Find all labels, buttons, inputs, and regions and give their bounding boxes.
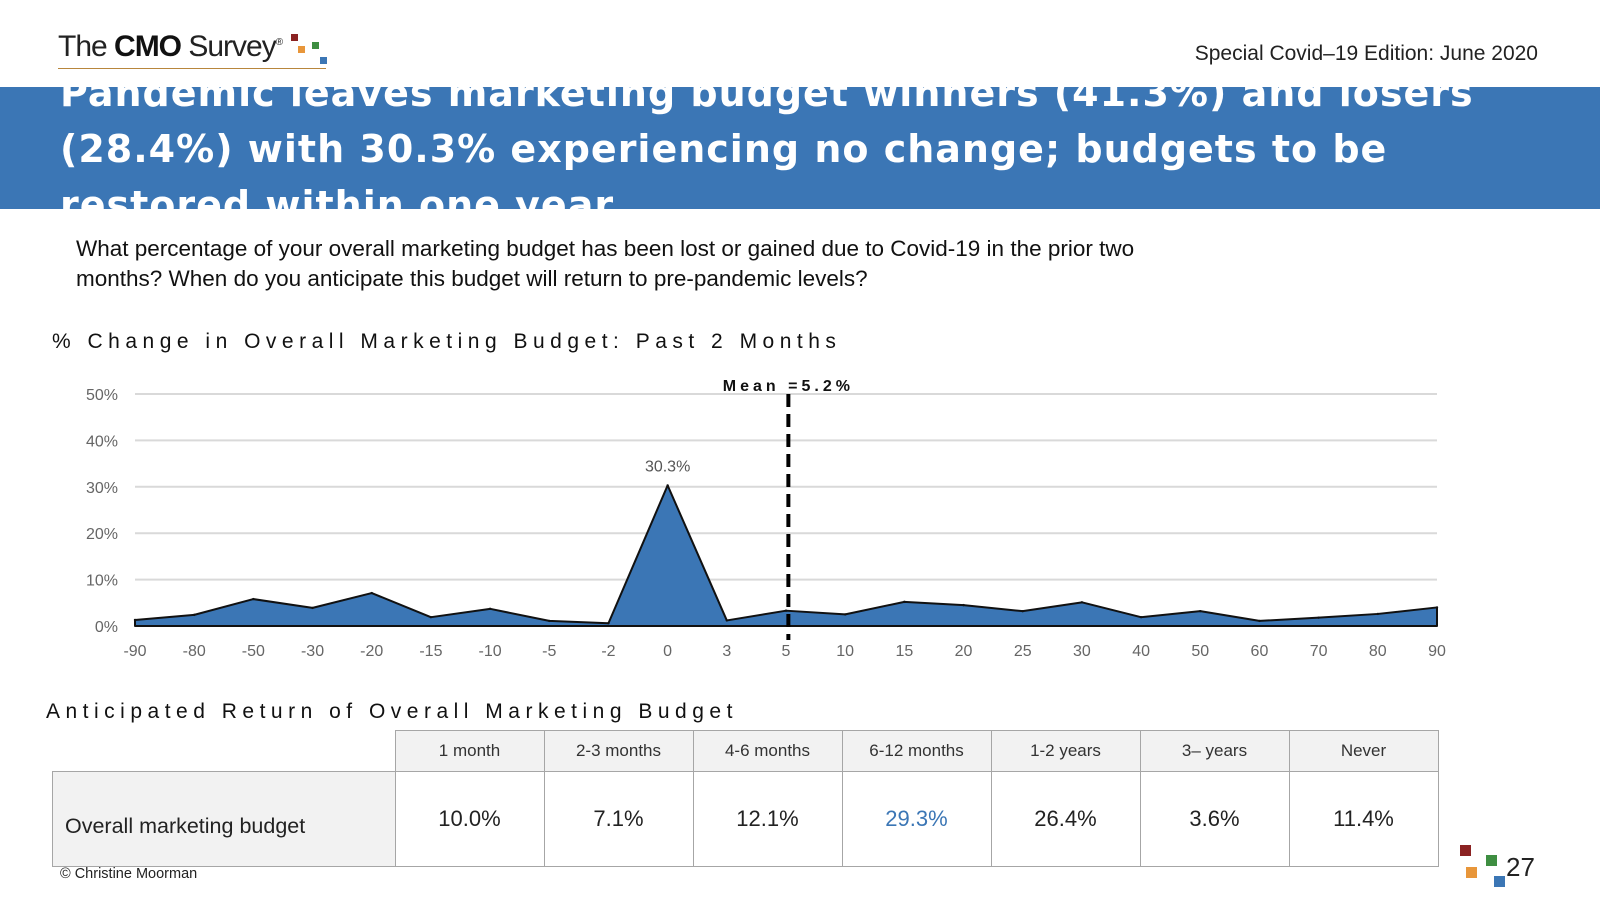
x-tick-label: 30: [1073, 643, 1091, 660]
table-cell: 11.4%: [1288, 771, 1439, 867]
data-point: [666, 484, 669, 487]
edition-label: Special Covid–19 Edition: June 2020: [1194, 42, 1538, 65]
logo-square-blue: [320, 57, 327, 64]
x-tick-label: 5: [782, 643, 791, 660]
return-table: 1 month 2-3 months 4-6 months 6-12 month…: [52, 730, 1439, 867]
table-row: Overall marketing budget 10.0% 7.1% 12.1…: [52, 771, 1439, 867]
survey-question: What percentage of your overall marketin…: [76, 236, 1135, 291]
x-tick-label: 80: [1369, 643, 1387, 660]
table-header-row: 1 month 2-3 months 4-6 months 6-12 month…: [53, 730, 1439, 772]
x-tick-label: -20: [360, 643, 383, 660]
logo-underline: [58, 68, 326, 69]
page-number: 27: [1506, 852, 1535, 882]
x-tick-label: 90: [1428, 643, 1446, 660]
data-point: [429, 615, 433, 619]
x-tick-label: 3: [722, 643, 731, 660]
corner-square-red: [1460, 845, 1471, 856]
data-point: [1080, 601, 1084, 604]
data-point: [192, 613, 196, 617]
copyright: © Christine Moorman: [60, 866, 198, 882]
data-point: [1139, 615, 1143, 619]
x-tick-label: 20: [955, 643, 973, 660]
data-point: [903, 600, 906, 604]
data-label: 30.3%: [645, 458, 690, 475]
data-point: [488, 607, 492, 611]
data-point: [1258, 619, 1261, 623]
x-tick-label: 60: [1251, 643, 1269, 660]
col-header: Never: [1288, 730, 1439, 772]
y-tick-label: 50%: [86, 387, 118, 404]
logo-square-green: [312, 42, 319, 49]
logo-square-red: [291, 34, 298, 41]
table-cell: 12.1%: [692, 771, 843, 867]
x-tick-label: 40: [1132, 643, 1150, 660]
table-title: Anticipated Return of Overall Marketing …: [46, 700, 738, 723]
data-point: [370, 591, 373, 595]
data-point: [548, 619, 551, 623]
data-point: [1317, 616, 1320, 619]
x-tick-label: 50: [1191, 643, 1209, 660]
corner-square-green: [1486, 855, 1497, 866]
col-header: 6-12 months: [841, 730, 992, 772]
logo-square-orange: [298, 46, 305, 53]
mean-label: Mean =5.2%: [723, 378, 854, 395]
table-corner: [53, 731, 396, 772]
table-cell: 3.6%: [1139, 771, 1290, 867]
x-tick-label: -10: [479, 643, 502, 660]
y-tick-label: 0%: [95, 619, 118, 636]
x-tick-label: -2: [601, 643, 615, 660]
x-tick-label: -5: [542, 643, 556, 660]
cmo-survey-logo: The CMO Survey®: [58, 30, 327, 74]
y-tick-label: 40%: [86, 433, 118, 450]
data-point: [725, 619, 729, 622]
col-header: 1-2 years: [990, 730, 1141, 772]
y-tick-label: 20%: [86, 526, 118, 543]
data-point: [133, 618, 137, 622]
table-cell: 7.1%: [543, 771, 694, 867]
budget-change-chart: 0%10%20%30%40%50%-90 -80 -50 -30 -20 -15 -10 -5…: [86, 378, 1446, 660]
area-series: [134, 484, 1438, 627]
data-point: [843, 613, 847, 616]
col-header: 2-3 months: [543, 730, 694, 772]
table-cell: 10.0%: [394, 771, 545, 867]
x-tick-label: -80: [183, 643, 206, 660]
data-point: [784, 609, 788, 612]
y-tick-label: 10%: [86, 573, 118, 590]
x-tick-label: 70: [1310, 643, 1328, 660]
corner-square-orange: [1466, 867, 1477, 878]
data-point: [962, 603, 965, 607]
row-label: Overall marketing budget: [52, 771, 396, 867]
slide-title: Pandemic leaves marketing budget winners…: [60, 87, 1474, 209]
x-tick-label: -90: [123, 643, 146, 660]
x-tick-label: -15: [419, 643, 442, 660]
table-cell: 26.4%: [990, 771, 1141, 867]
data-point: [1435, 606, 1439, 609]
x-tick-label: -50: [242, 643, 265, 660]
x-tick-label: 25: [1014, 643, 1032, 660]
x-tick-label: 15: [895, 643, 913, 660]
y-tick-label: 30%: [86, 480, 118, 497]
table-cell-highlight: 29.3%: [841, 771, 992, 867]
col-header: 1 month: [394, 730, 545, 772]
x-tick-label: 0: [663, 643, 672, 660]
data-point: [1021, 609, 1024, 613]
col-header: 3– years: [1139, 730, 1290, 772]
corner-square-blue: [1494, 876, 1505, 887]
data-point: [311, 606, 314, 610]
data-point: [252, 597, 255, 601]
title-banner: Pandemic leaves marketing budget winners…: [0, 87, 1600, 209]
chart-title: % Change in Overall Marketing Budget: Pa…: [52, 330, 842, 353]
data-point: [1199, 609, 1202, 613]
x-tick-label: -30: [301, 643, 324, 660]
data-point: [1376, 612, 1380, 616]
data-point: [607, 622, 610, 625]
x-tick-label: 10: [836, 643, 854, 660]
logo-text: The CMO Survey®: [58, 30, 283, 63]
col-header: 4-6 months: [692, 730, 843, 772]
